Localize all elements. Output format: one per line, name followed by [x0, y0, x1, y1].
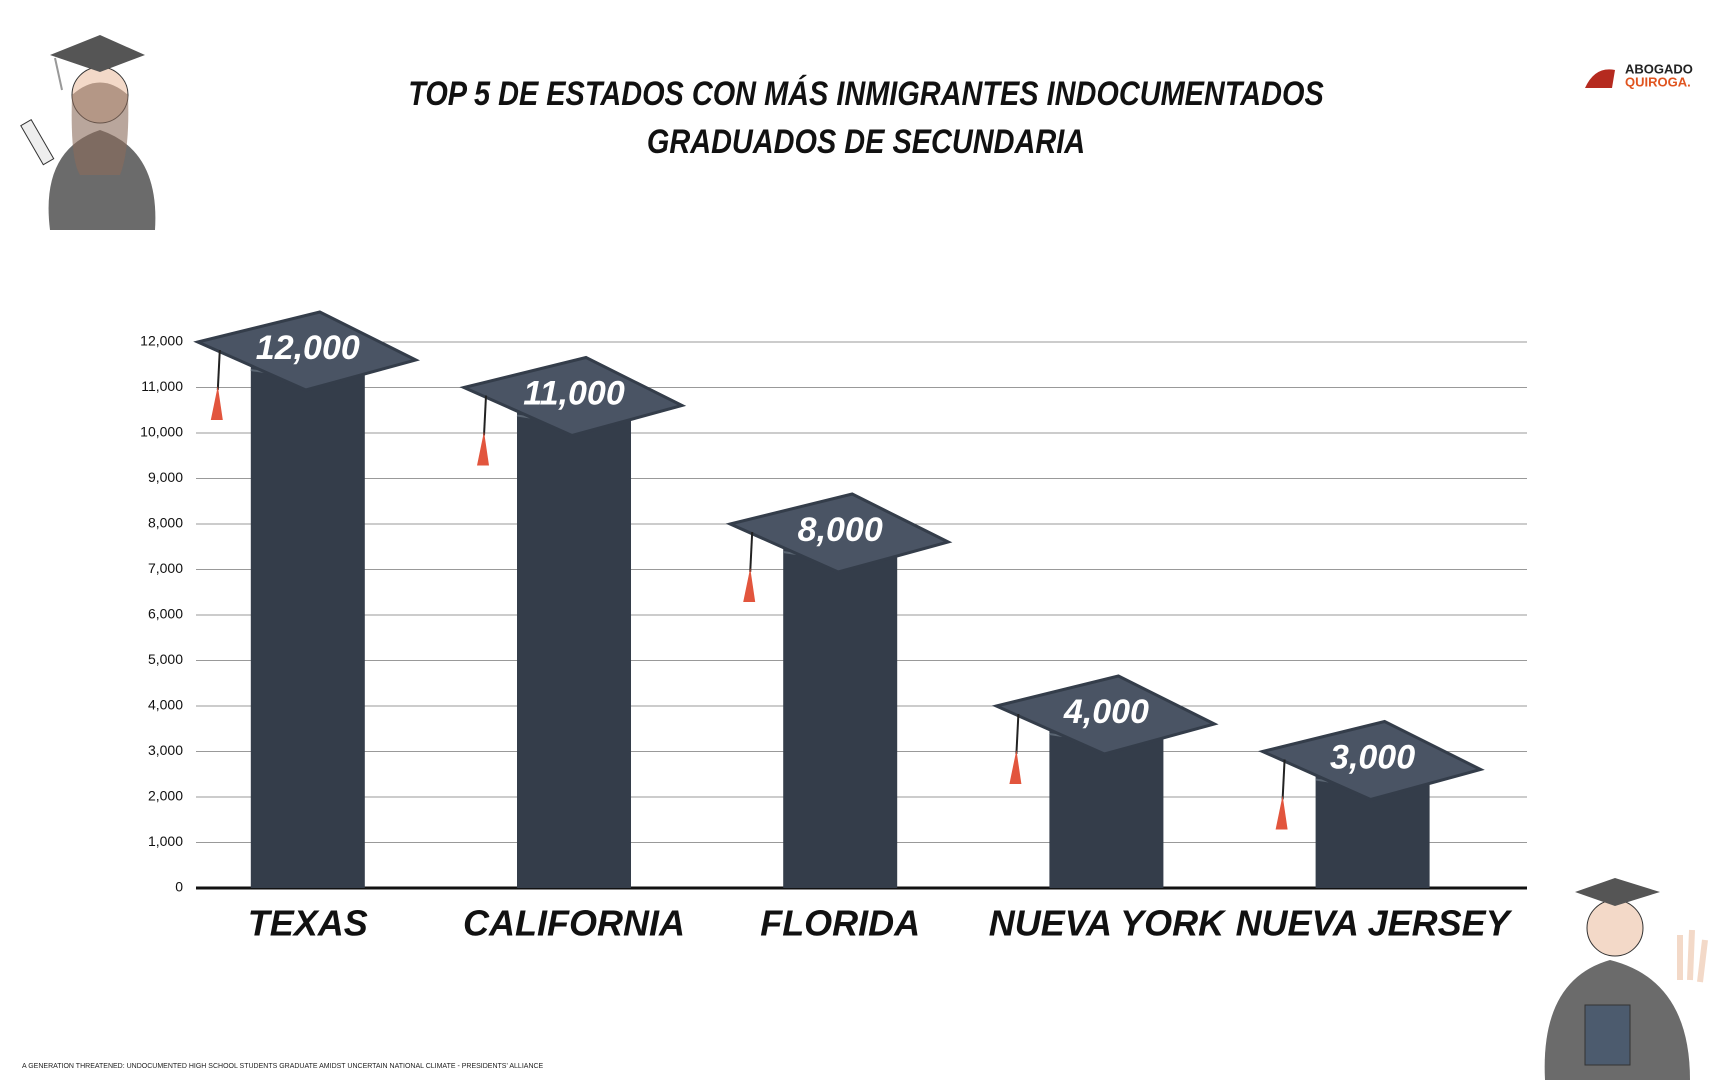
value-label: 8,000 — [798, 511, 883, 549]
tassel-cord — [483, 395, 488, 436]
graduate-illustration — [20, 35, 156, 230]
y-tick-label: 4,000 — [148, 697, 183, 713]
graduate-illustration — [1544, 878, 1708, 1080]
x-tick-label: FLORIDA — [760, 903, 920, 944]
tassel — [1275, 795, 1288, 830]
cap — [1257, 719, 1485, 802]
y-tick-label: 9,000 — [148, 469, 183, 485]
x-tick-label: TEXAS — [248, 903, 368, 944]
cap — [725, 492, 953, 574]
cap — [991, 674, 1219, 756]
value-label: 11,000 — [523, 374, 625, 412]
tassel-cord — [749, 531, 754, 573]
value-label: 3,000 — [1330, 738, 1415, 776]
value-label: 4,000 — [1063, 693, 1149, 731]
logo-text: ABOGADO — [1625, 61, 1693, 76]
value-label: 12,000 — [256, 329, 360, 367]
y-tick-label: 10,000 — [140, 424, 183, 440]
tassel — [743, 568, 756, 602]
tassel-cord — [1015, 713, 1020, 755]
y-tick-label: 7,000 — [148, 560, 183, 576]
chart-subtitle: GRADUADOS DE SECUNDARIA — [647, 122, 1085, 161]
tassel — [210, 386, 223, 420]
logo: ABOGADO QUIROGA. — [1585, 61, 1693, 89]
y-tick-label: 1,000 — [148, 833, 183, 849]
x-tick-label: CALIFORNIA — [463, 903, 685, 944]
tassel — [477, 431, 490, 466]
y-tick-label: 5,000 — [148, 651, 183, 667]
bar — [517, 387, 632, 888]
cap — [459, 355, 687, 438]
y-tick-label: 3,000 — [148, 742, 183, 758]
y-tick-label: 8,000 — [148, 515, 183, 531]
y-tick-label: 12,000 — [140, 333, 183, 349]
bar — [783, 524, 898, 888]
x-tick-label: NUEVA JERSEY — [1236, 903, 1513, 944]
source: A GENERATION THREATENED: UNDOCUMENTED HI… — [22, 1063, 544, 1070]
y-tick-label: 0 — [175, 879, 183, 895]
y-tick-label: 11,000 — [141, 378, 183, 394]
x-tick-label: NUEVA YORK — [989, 903, 1227, 944]
tassel — [1009, 750, 1022, 784]
logo-text: QUIROGA. — [1625, 74, 1691, 89]
cap — [193, 310, 420, 392]
y-tick-label: 2,000 — [148, 788, 183, 804]
tassel-cord — [1281, 759, 1286, 800]
tassel-cord — [216, 349, 221, 391]
bar — [250, 342, 365, 888]
chart-title: TOP 5 DE ESTADOS CON MÁS INMIGRANTES IND… — [408, 74, 1324, 113]
y-tick-label: 6,000 — [148, 606, 183, 622]
